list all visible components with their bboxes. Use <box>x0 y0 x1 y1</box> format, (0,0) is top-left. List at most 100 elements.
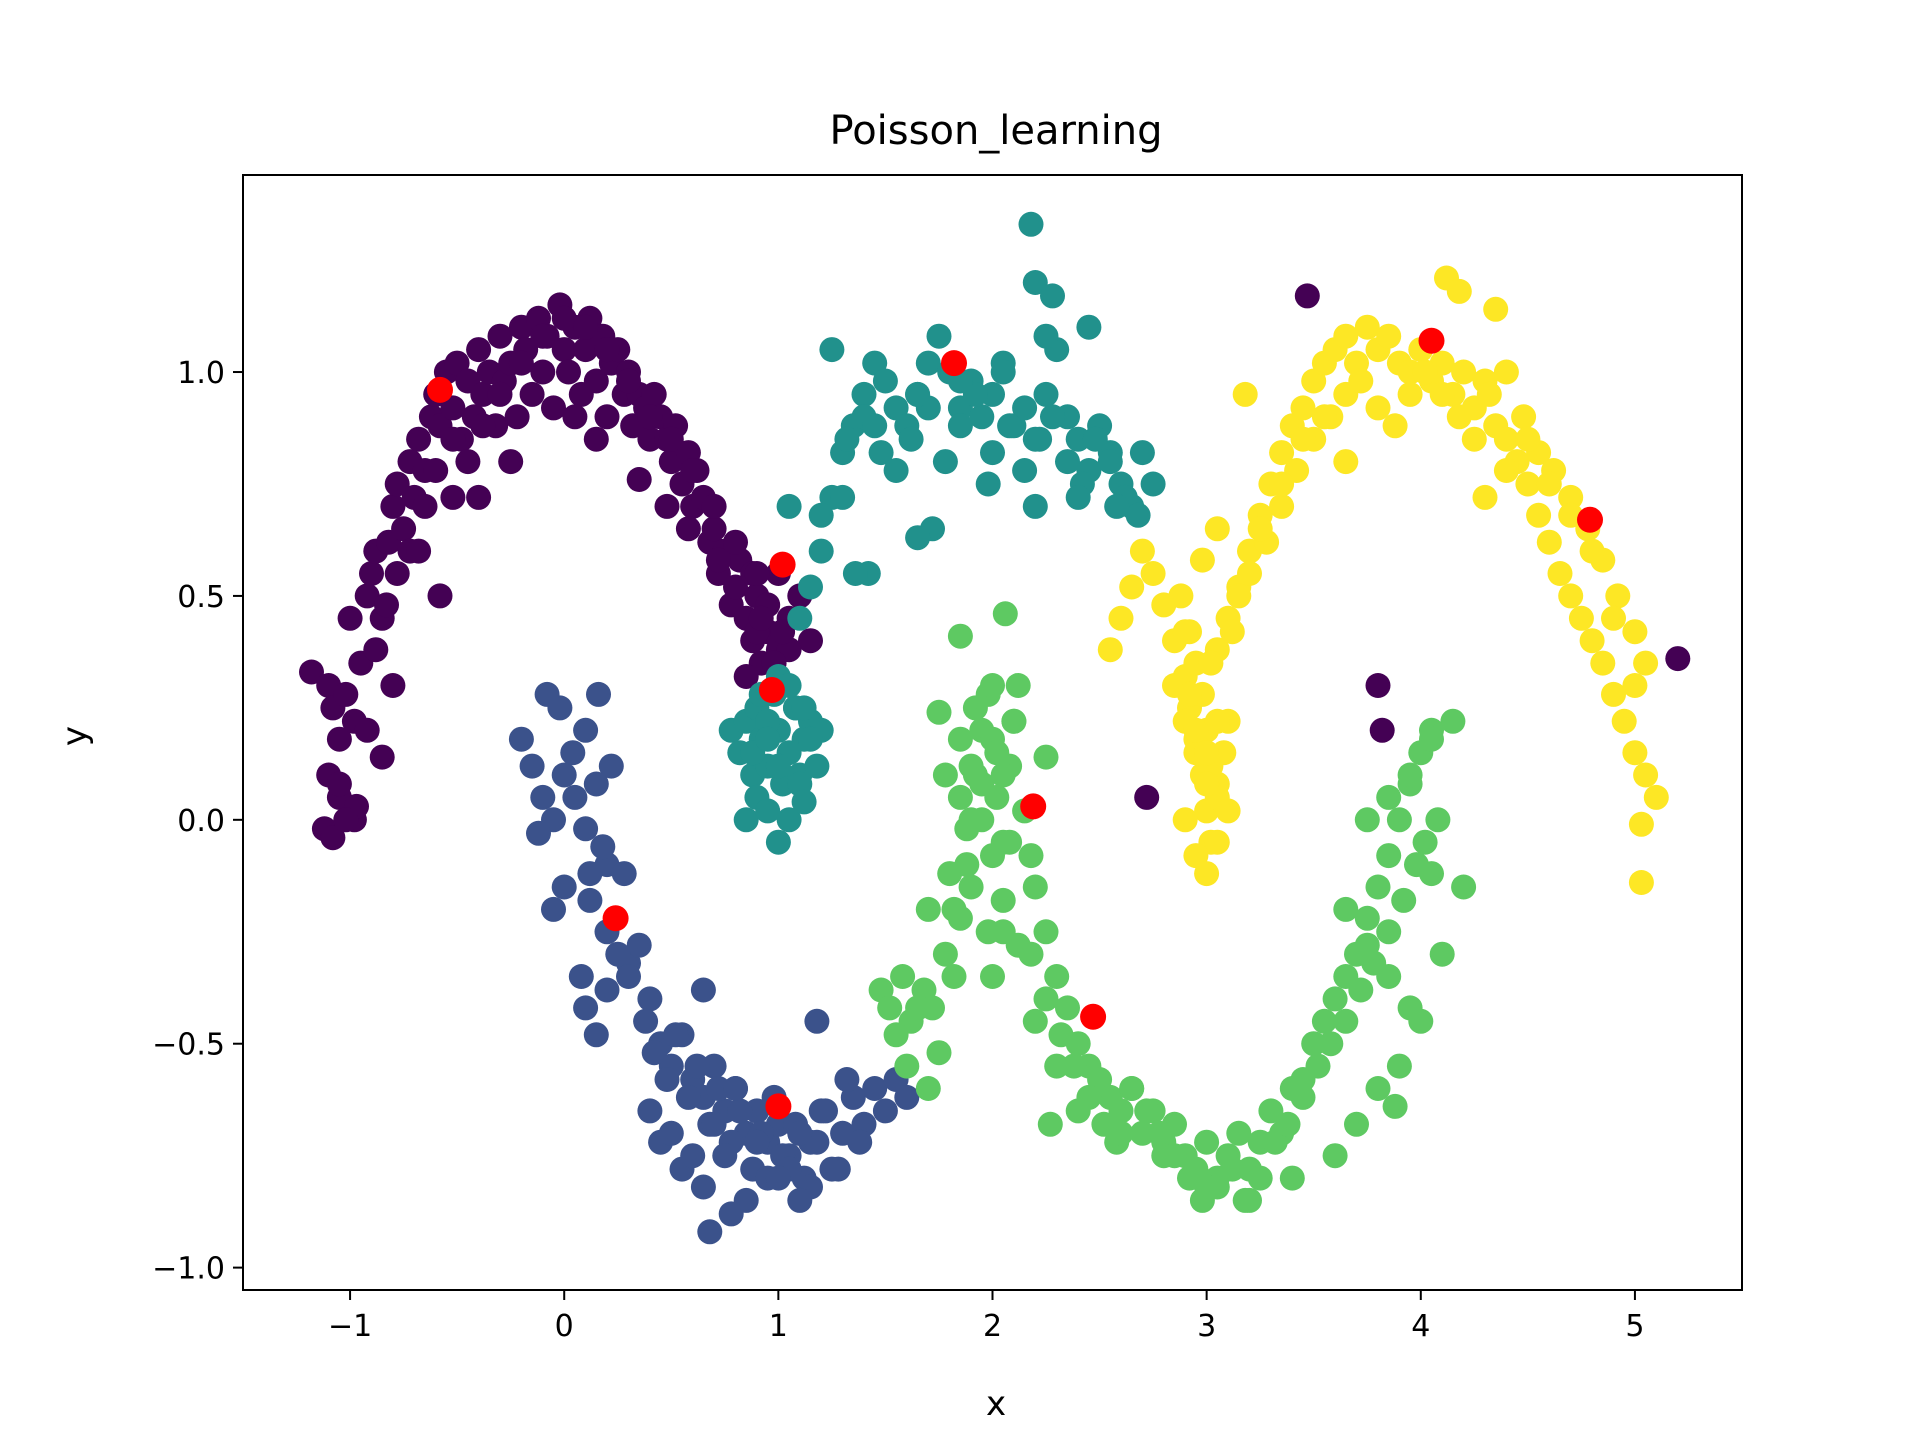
data-point <box>1232 381 1258 407</box>
data-point <box>834 1067 860 1092</box>
data-point <box>1172 807 1198 833</box>
x-tick-label: 0 <box>555 1309 574 1344</box>
data-point <box>1194 1129 1220 1155</box>
data-point <box>541 395 566 421</box>
data-point <box>787 1120 813 1146</box>
y-tick-label: −1.0 <box>152 1252 225 1287</box>
data-point <box>1365 1076 1391 1101</box>
data-point <box>984 740 1010 766</box>
data-point <box>583 426 609 452</box>
data-point <box>470 381 496 407</box>
y-tick-label: 0.5 <box>177 580 225 615</box>
data-point <box>898 426 924 452</box>
data-point <box>1354 905 1380 931</box>
data-point <box>466 484 492 510</box>
data-point <box>1290 426 1316 452</box>
data-point <box>1429 941 1455 967</box>
y-tick-label: 0.0 <box>177 804 225 839</box>
data-point <box>1536 529 1562 555</box>
data-point <box>1129 1120 1155 1146</box>
data-point <box>727 1098 753 1124</box>
data-point <box>498 449 524 475</box>
data-point <box>851 381 877 407</box>
data-point <box>1579 538 1605 564</box>
data-point <box>997 413 1023 439</box>
data-point <box>519 381 545 407</box>
data-point <box>755 798 781 824</box>
data-point <box>733 807 759 833</box>
data-point <box>718 1201 744 1227</box>
data-point <box>1590 650 1616 676</box>
data-point <box>825 1156 851 1182</box>
data-point <box>337 605 363 631</box>
data-point <box>723 1076 748 1101</box>
data-point <box>1301 1031 1327 1057</box>
data-point <box>748 605 774 631</box>
data-point <box>560 740 586 766</box>
series-0 <box>299 283 1691 851</box>
data-point <box>1425 807 1451 833</box>
data-point <box>941 350 967 377</box>
data-point <box>1219 619 1245 645</box>
data-point <box>1065 426 1091 452</box>
data-point <box>466 337 492 363</box>
data-point <box>1147 1120 1172 1146</box>
data-point <box>530 784 556 810</box>
data-point <box>765 1093 792 1120</box>
data-point <box>690 977 716 1003</box>
data-point <box>980 440 1005 466</box>
data-point <box>1483 296 1509 322</box>
data-point <box>680 1143 706 1169</box>
data-point <box>947 413 973 439</box>
data-point <box>1119 1076 1145 1101</box>
data-point <box>363 637 389 663</box>
x-axis-label: x <box>986 1384 1006 1424</box>
data-point <box>556 359 581 385</box>
axes: −1 0 1 2 3 4 5 −1.0 −0.5 0.0 0.5 1.0 <box>152 174 1743 1344</box>
data-point <box>1605 583 1631 609</box>
data-point <box>1311 1008 1337 1034</box>
data-point <box>932 762 958 788</box>
data-point <box>1151 1143 1177 1169</box>
data-point <box>1348 977 1374 1003</box>
x-tick-label: 2 <box>983 1309 1002 1344</box>
data-point <box>877 995 903 1021</box>
data-point <box>941 964 967 989</box>
data-point <box>658 426 684 452</box>
data-point <box>1033 323 1059 349</box>
data-point <box>947 784 973 810</box>
data-point <box>1018 941 1044 967</box>
data-point <box>1012 458 1038 483</box>
data-point <box>354 583 380 609</box>
data-point <box>1269 493 1295 519</box>
data-point <box>905 381 931 407</box>
data-point <box>1633 650 1659 676</box>
data-point <box>744 561 770 586</box>
data-point <box>1493 458 1519 483</box>
data-point <box>701 516 727 542</box>
data-point <box>969 404 995 430</box>
data-point <box>776 807 802 833</box>
data-point <box>883 1022 909 1048</box>
data-point <box>769 551 796 578</box>
data-point <box>969 771 995 797</box>
data-point <box>374 592 399 618</box>
data-point <box>1515 471 1541 497</box>
data-point <box>1515 426 1541 452</box>
data-point <box>787 1187 813 1213</box>
data-point <box>573 816 599 842</box>
data-point <box>680 458 706 483</box>
data-point <box>423 458 449 483</box>
data-point <box>1665 646 1691 672</box>
data-point <box>1020 793 1047 820</box>
data-point <box>926 1040 952 1066</box>
data-point <box>947 623 973 649</box>
data-point <box>1369 717 1395 743</box>
data-point <box>594 977 620 1003</box>
data-point <box>765 1165 791 1191</box>
data-point <box>455 449 481 475</box>
data-point <box>915 1076 941 1101</box>
data-point <box>1129 538 1155 564</box>
data-point <box>1005 673 1031 698</box>
data-point <box>744 1098 770 1124</box>
